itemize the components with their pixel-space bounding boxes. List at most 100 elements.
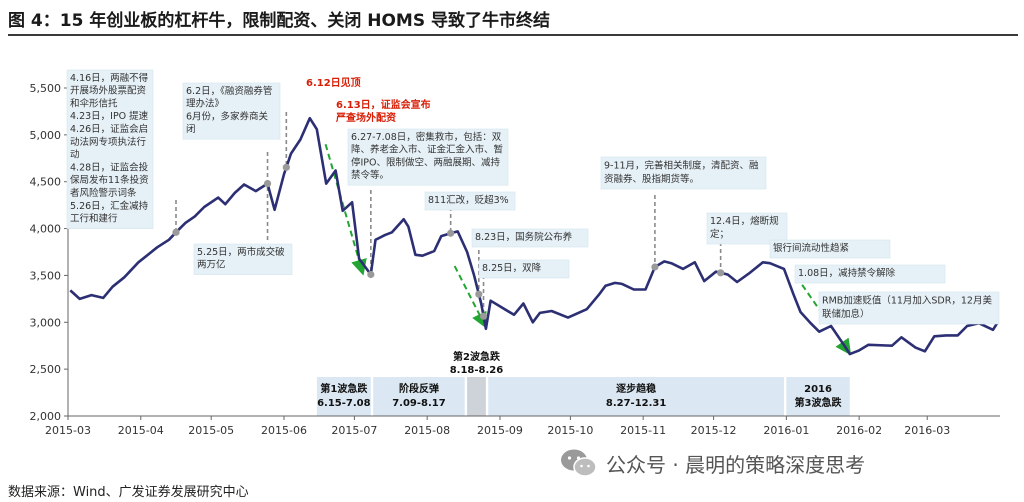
annotation-line: 6.12日见顶: [306, 77, 361, 89]
wechat-watermark: 公众号 · 晨明的策略深度思考: [560, 448, 865, 478]
phase-label: 逐步趋稳: [616, 382, 656, 395]
annotation-line: 银行间流动性趋紧: [773, 242, 849, 254]
annotation-line: 6.27-7.08日，密集救市，包括：双: [351, 131, 502, 143]
event-annotation: 8.23日，国务院公布养: [471, 228, 589, 248]
decline-arrow: [801, 284, 852, 356]
event-marker: [172, 228, 180, 236]
event-marker: [475, 290, 483, 298]
event-annotation: 811汇改，贬超3%: [424, 191, 516, 211]
annotation-line: 8.25日，双降: [482, 262, 542, 274]
x-tick-label: 2015-08: [404, 424, 450, 437]
x-tick-label: 2016-02: [836, 424, 882, 437]
event-annotation: 6.12日见顶: [306, 77, 361, 89]
annotation-line: 者风险警示词条: [70, 187, 137, 199]
annotation-text: RMB加速贬值（11月加入SDR，12月美联储加息）: [822, 295, 992, 321]
event-marker: [447, 229, 455, 237]
annotation-line: 两万亿: [197, 259, 226, 271]
annotation-box: [182, 82, 281, 140]
annotation-line: 4.28日，证监会投: [70, 161, 149, 173]
x-tick-label: 2016-03: [904, 424, 950, 437]
event-annotations: 4.16日，两融不得开展场外股票配资和伞形信托 4.23日，IPO 提速 4.26日…: [66, 69, 1000, 325]
series-line: [69, 116, 999, 356]
x-tick-label: 2015-11: [620, 424, 666, 437]
phase-band: [467, 377, 486, 416]
annotation-line: 资融券、股指期货等。: [604, 173, 699, 185]
phase-label: 第1波急跌: [320, 382, 368, 395]
event-annotation: 9-11月，完善相关制度，清配资、融资融券、股指期货等。: [600, 156, 767, 190]
figure-title: 图 4：15 年创业板的杠杆牛，限制配资、关闭 HOMS 导致了牛市终结: [8, 11, 550, 31]
annotation-box: [478, 259, 570, 279]
event-annotation: RMB加速贬值（11月加入SDR，12月美联储加息）: [818, 291, 1000, 325]
x-tick-label: 2015-09: [477, 424, 523, 437]
decline-arrows: [324, 143, 852, 356]
annotation-line: 1.08日，减持禁令解除: [798, 267, 896, 279]
y-tick-label: 5,000: [30, 129, 62, 142]
annotation-box: [706, 212, 788, 245]
event-annotation: 5.25日，两市成交破两万亿: [193, 243, 293, 275]
annotation-text: 8.23日，国务院公布养: [475, 231, 573, 243]
decline-arrow: [453, 265, 487, 329]
annotation-line: 6.13日，证监会宣布: [336, 98, 431, 111]
x-tick-label: 2015-06: [261, 424, 307, 437]
x-tick-label: 2015-10: [547, 424, 593, 437]
data-source-note: 数据来源：Wind、广发证券发展研究中心: [8, 485, 249, 500]
event-marker: [263, 179, 272, 188]
annotation-text: 1.08日，减持禁令解除: [798, 267, 896, 279]
y-tick-label: 2,000: [30, 410, 62, 423]
annotation-line: 4.23日，IPO 提速: [70, 110, 149, 122]
annotation-line: 禁令等。: [351, 169, 389, 181]
y-tick-label: 3,500: [30, 269, 62, 282]
annotation-text: 8.25日，双降: [482, 262, 542, 274]
phase-range-label: 第3波急跌: [795, 396, 843, 409]
x-tick-label: 2015-12: [691, 424, 737, 437]
annotation-box: [424, 191, 516, 211]
annotation-box: [471, 228, 589, 248]
annotation-line: 工行和建行: [70, 213, 118, 225]
annotation-line: 停IPO、限制做空、两融展期、减持: [351, 156, 501, 168]
event-annotation: 12.4日，熔断规定；: [706, 212, 788, 245]
y-tick-label: 4,000: [30, 223, 62, 236]
annotation-line: 保局发布11条投资: [70, 174, 149, 186]
decline-arrow: [324, 143, 367, 276]
annotation-box: [66, 69, 154, 229]
phase-band: [488, 377, 785, 416]
annotation-text: 5.25日，两市成交破两万亿: [197, 246, 285, 271]
annotation-line: 闭: [186, 123, 196, 135]
annotation-line: 动法网专项执法行: [70, 136, 147, 148]
annotation-line: 联储加息）: [822, 308, 870, 320]
event-guides: [175, 112, 722, 317]
phase-label: 第2波急跌: [453, 350, 501, 363]
annotation-text: 6.13日，证监会宣布严查场外配资: [335, 98, 431, 124]
annotation-box: [193, 243, 293, 275]
phase-label: 阶段反弹: [399, 382, 439, 395]
y-tick-label: 3,000: [30, 316, 62, 329]
annotation-line: 理办法》: [186, 98, 224, 110]
annotation-box: [600, 156, 767, 190]
annotation-box: [818, 291, 1000, 325]
annotation-line: 定；: [710, 228, 729, 240]
phase-label: 2016: [804, 384, 832, 395]
annotation-box: [794, 264, 946, 284]
annotation-line: 8.23日，国务院公布养: [475, 231, 573, 243]
event-annotation: 6.2日，《融资融券管理办法》 6月份，多家券商关闭: [182, 82, 281, 140]
annotation-line: RMB加速贬值（11月加入SDR，12月美: [822, 295, 992, 307]
phase-band: [316, 377, 371, 416]
phase-range-label: 8.18-8.26: [450, 365, 504, 376]
annotation-line: 6月份，多家券商关: [186, 110, 269, 122]
annotation-text: 4.16日，两融不得开展场外股票配资和伞形信托 4.23日，IPO 提速 4.26日…: [70, 72, 149, 225]
phase-range-label: 6.15-7.08: [317, 398, 371, 409]
annotation-line: 开展场外股票配资: [70, 85, 147, 97]
event-annotation: 银行间流动性趋紧: [769, 239, 891, 259]
x-tick-label: 2016-01: [763, 424, 809, 437]
event-annotation: 6.27-7.08日，密集救市，包括：双降、养老金入市、证金汇金入市、暂停IPO…: [347, 128, 509, 186]
event-marker: [367, 270, 375, 279]
line-chart: 第1波急跌 6.15-7.08 阶段反弹 7.09-8.17 逐步趋稳 8.27-12.3…: [30, 69, 1000, 437]
annotation-line: 严查场外配资: [335, 111, 396, 124]
phase-bands: 第1波急跌 6.15-7.08 阶段反弹 7.09-8.17 逐步趋稳 8.27-12.3…: [316, 350, 850, 416]
y-tick-label: 4,500: [30, 176, 62, 189]
y-tick-label: 5,500: [30, 82, 62, 95]
watermark-text: 公众号 · 晨明的策略深度思考: [606, 452, 866, 477]
y-tick-label: 2,500: [30, 363, 62, 376]
annotation-line: 降、养老金入市、证金汇金入市、暂: [351, 144, 504, 156]
annotation-box: [347, 128, 509, 186]
